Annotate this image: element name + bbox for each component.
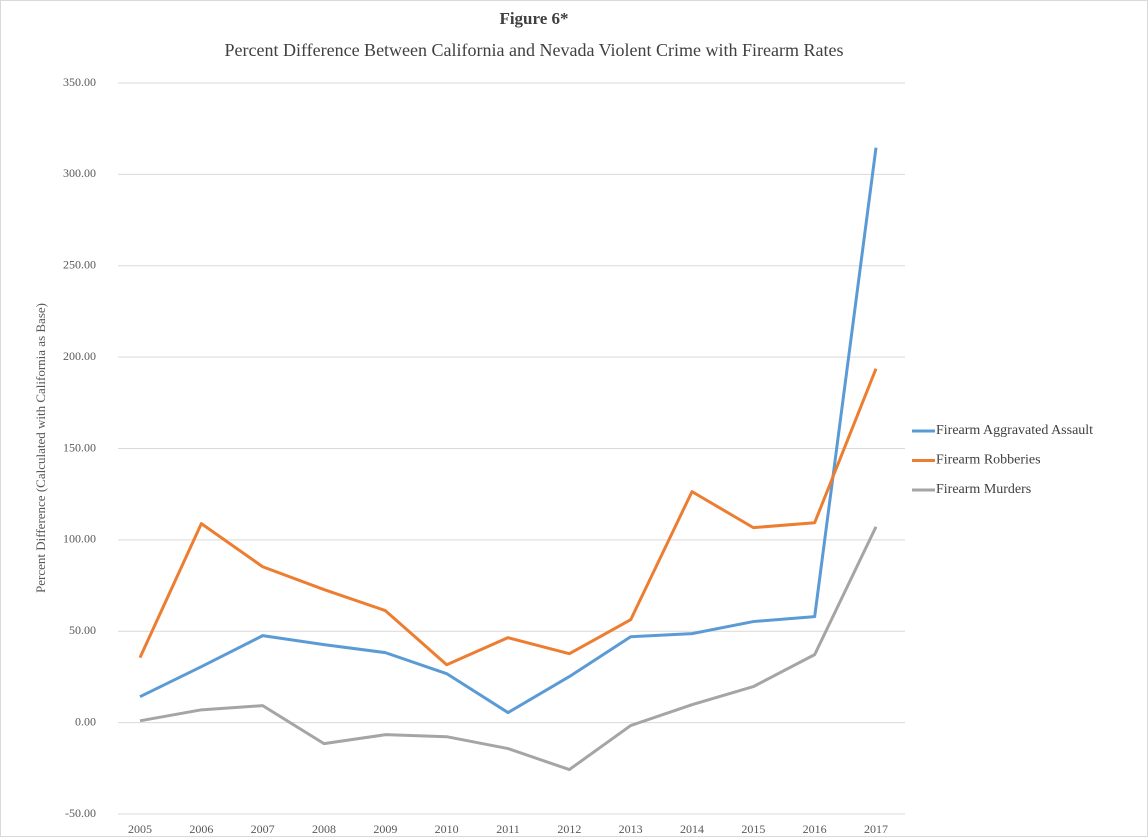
y-axis-label: Percent Difference (Calculated with Cali… (33, 303, 48, 593)
y-tick-label: 300.00 (63, 166, 96, 180)
x-tick-label: 2009 (373, 822, 397, 836)
x-tick-label: 2017 (864, 822, 888, 836)
legend-label: Firearm Robberies (936, 453, 1041, 468)
y-tick-label: 200.00 (63, 349, 96, 363)
chart-title: Figure 6* (499, 9, 568, 28)
x-tick-label: 2013 (619, 822, 643, 836)
x-tick-label: 2016 (803, 822, 827, 836)
x-tick-label: 2005 (128, 822, 152, 836)
x-tick-label: 2006 (189, 822, 213, 836)
y-tick-label: 150.00 (63, 440, 96, 454)
x-tick-label: 2008 (312, 822, 336, 836)
series-line (139, 526, 878, 772)
y-tick-label: 250.00 (63, 258, 96, 272)
series-line (139, 147, 878, 715)
x-tick-label: 2007 (251, 822, 275, 836)
y-tick-label: 100.00 (63, 532, 96, 546)
legend-label: Firearm Aggravated Assault (936, 423, 1093, 438)
series-line (138, 368, 878, 667)
y-tick-label: 0.00 (75, 714, 96, 728)
x-tick-label: 2010 (435, 822, 459, 836)
chart-subtitle: Percent Difference Between California an… (224, 40, 843, 60)
y-tick-label: 350.00 (63, 75, 96, 89)
x-tick-label: 2015 (741, 822, 765, 836)
y-tick-label: 50.00 (69, 623, 96, 637)
x-tick-label: 2012 (557, 822, 581, 836)
y-tick-label: -50.00 (65, 806, 96, 820)
x-tick-label: 2011 (496, 822, 520, 836)
x-tick-label: 2014 (680, 822, 704, 836)
legend-label: Firearm Murders (936, 482, 1031, 497)
